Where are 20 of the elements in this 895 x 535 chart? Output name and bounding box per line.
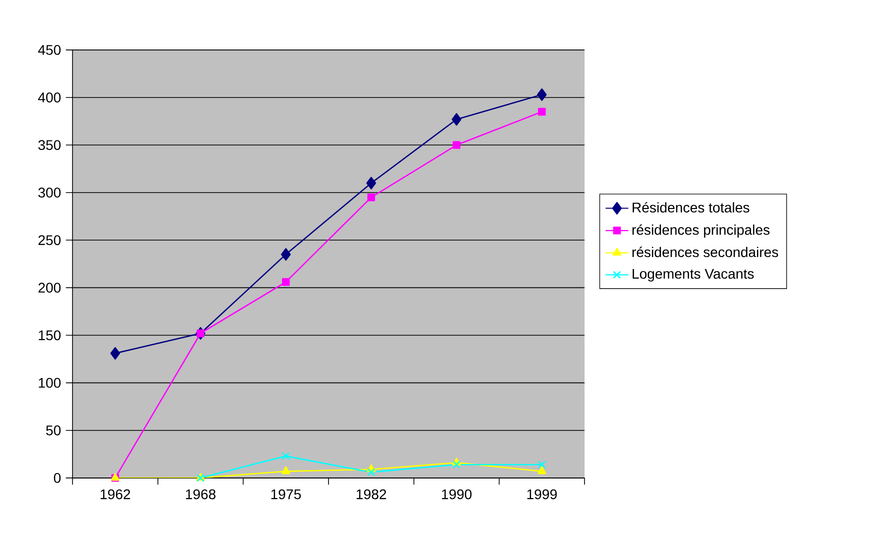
y-tick-label: 100: [38, 378, 61, 388]
x-tick-label: 1990: [442, 489, 472, 500]
y-tick-label: 400: [38, 92, 61, 102]
x-tick-label: 1999: [527, 489, 557, 500]
y-tick-label: 150: [38, 330, 61, 340]
y-tick-label: 50: [46, 425, 61, 436]
y-tick-label: 300: [38, 188, 61, 198]
x-tick-label: 1968: [186, 489, 216, 500]
legend-label: Logements Vacants: [632, 269, 754, 282]
x-tick-label: 1962: [100, 489, 130, 500]
legend-label: Résidences totales: [632, 202, 750, 213]
y-tick-label: 0: [54, 472, 61, 483]
y-tick-label: 250: [38, 235, 61, 246]
y-tick-label: 200: [38, 282, 61, 293]
y-tick-label: 450: [38, 44, 61, 55]
x-tick-label: 1982: [356, 489, 386, 500]
x-tick-label: 1975: [271, 489, 301, 500]
legend-label: résidences secondaires: [632, 246, 778, 258]
y-tick-label: 350: [38, 140, 61, 150]
legend-label: résidences principales: [632, 224, 770, 238]
